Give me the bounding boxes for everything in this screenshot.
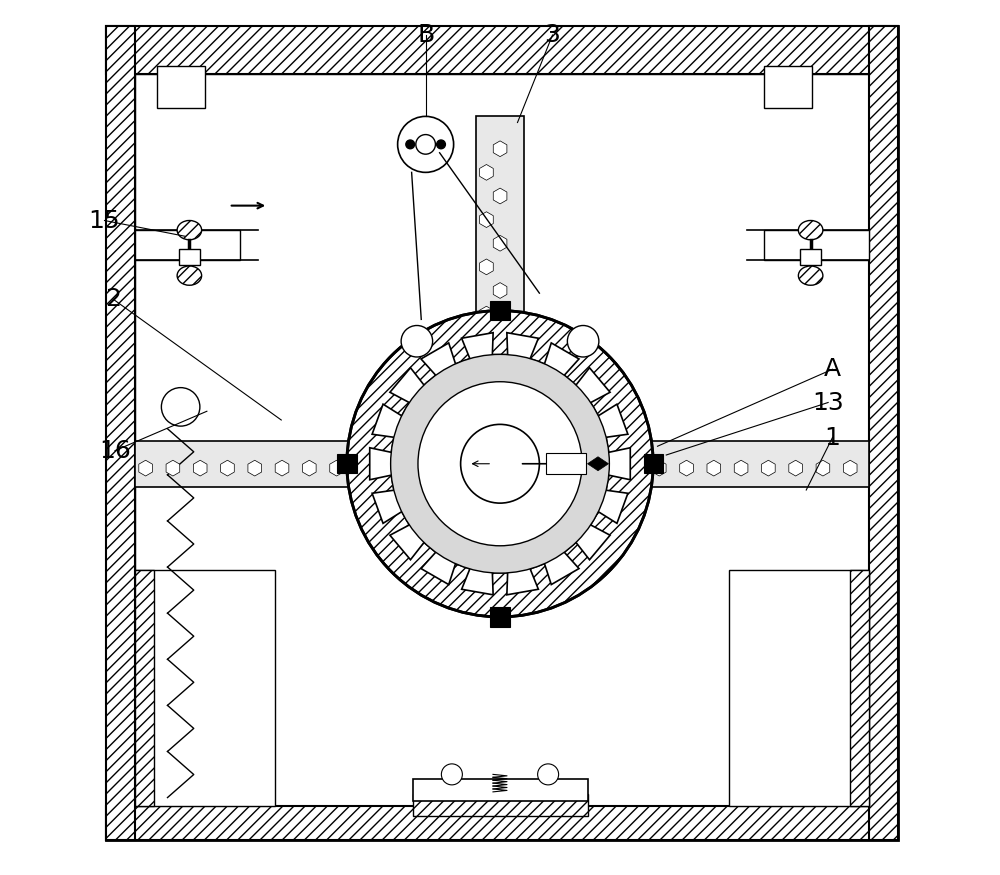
Bar: [850, 570, 869, 807]
Polygon shape: [139, 460, 152, 476]
Bar: [476, 116, 524, 332]
Ellipse shape: [177, 266, 202, 285]
Polygon shape: [275, 460, 289, 476]
Circle shape: [567, 326, 599, 357]
Bar: [135, 441, 351, 487]
Bar: [490, 301, 510, 320]
Polygon shape: [330, 460, 343, 476]
Polygon shape: [193, 460, 207, 476]
Polygon shape: [493, 188, 507, 204]
Polygon shape: [652, 460, 666, 476]
Circle shape: [161, 388, 200, 426]
Circle shape: [398, 116, 454, 172]
Polygon shape: [493, 558, 507, 574]
Ellipse shape: [798, 266, 823, 285]
Polygon shape: [480, 259, 493, 275]
Bar: [546, 453, 586, 474]
Polygon shape: [370, 332, 630, 595]
Text: 13: 13: [812, 390, 844, 415]
Polygon shape: [680, 460, 693, 476]
Circle shape: [461, 424, 539, 503]
Bar: [135, 74, 869, 807]
Bar: [476, 473, 524, 608]
Polygon shape: [843, 460, 857, 476]
Polygon shape: [480, 487, 493, 503]
Bar: [135, 570, 154, 807]
Text: 1: 1: [825, 425, 840, 450]
Bar: [764, 66, 812, 108]
Text: A: A: [824, 357, 841, 382]
Circle shape: [406, 140, 415, 149]
Text: B: B: [417, 23, 434, 47]
Bar: [135, 230, 240, 261]
Circle shape: [416, 135, 435, 154]
Bar: [179, 249, 200, 265]
Bar: [106, 26, 898, 74]
Polygon shape: [789, 460, 802, 476]
Circle shape: [391, 354, 609, 573]
Bar: [869, 26, 898, 840]
Bar: [157, 66, 205, 108]
Bar: [729, 570, 869, 807]
Bar: [649, 441, 869, 487]
Polygon shape: [493, 235, 507, 251]
Polygon shape: [480, 582, 493, 598]
Bar: [764, 230, 869, 261]
Bar: [800, 249, 821, 265]
Polygon shape: [816, 460, 830, 476]
Polygon shape: [221, 460, 234, 476]
Text: 15: 15: [89, 208, 120, 233]
Polygon shape: [762, 460, 775, 476]
Polygon shape: [707, 460, 721, 476]
Bar: [106, 26, 135, 840]
Bar: [337, 454, 357, 473]
Polygon shape: [480, 164, 493, 180]
Text: 16: 16: [99, 438, 131, 463]
Polygon shape: [588, 457, 609, 471]
Circle shape: [538, 764, 559, 785]
Ellipse shape: [798, 220, 823, 240]
Polygon shape: [480, 306, 493, 322]
Bar: [413, 794, 588, 816]
Text: 2: 2: [105, 287, 121, 312]
Polygon shape: [493, 283, 507, 298]
Circle shape: [437, 140, 445, 149]
Bar: [135, 570, 275, 807]
Polygon shape: [166, 460, 180, 476]
Bar: [644, 454, 663, 473]
Bar: [106, 807, 898, 840]
Polygon shape: [734, 460, 748, 476]
Polygon shape: [493, 141, 507, 157]
Circle shape: [401, 326, 433, 357]
Polygon shape: [493, 511, 507, 527]
Polygon shape: [480, 212, 493, 228]
Polygon shape: [248, 460, 262, 476]
Ellipse shape: [177, 220, 202, 240]
Bar: [490, 607, 510, 626]
Circle shape: [347, 311, 653, 617]
Bar: [413, 779, 588, 801]
Circle shape: [418, 382, 582, 546]
Polygon shape: [480, 535, 493, 550]
Polygon shape: [302, 460, 316, 476]
Text: 3: 3: [545, 23, 560, 47]
Circle shape: [441, 764, 462, 785]
